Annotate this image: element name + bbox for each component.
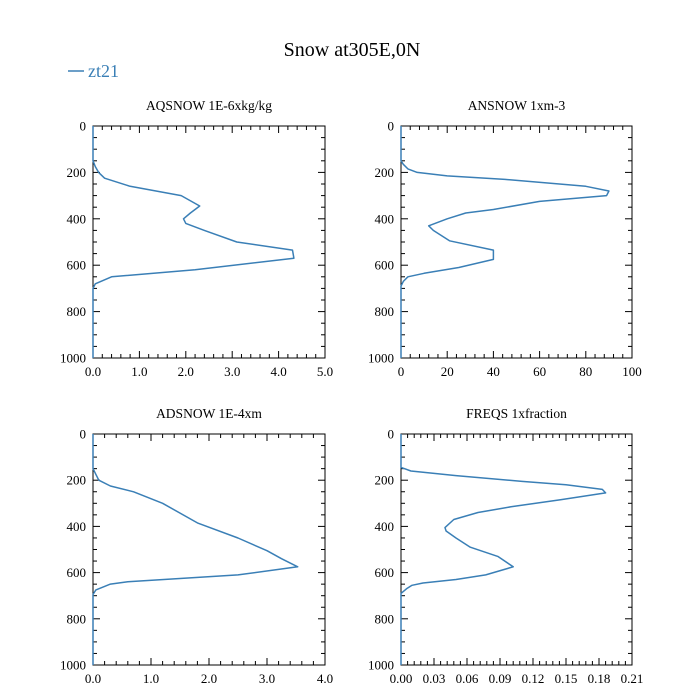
aqsnow-series-line <box>92 126 295 358</box>
freqs-panel-title: FREQS 1xfraction <box>466 406 567 421</box>
aqsnow-xtick-label: 2.0 <box>178 364 194 379</box>
ansnow-xtick-label: 100 <box>622 364 642 379</box>
panel-aqsnow: AQSNOW 1E-6xkg/kg 0.0 1.0 2.0 3.0 4.0 5.0 0 200 4… <box>60 98 333 379</box>
aqsnow-xtick-label: 0.0 <box>85 364 101 379</box>
freqs-ytick-label: 0 <box>388 427 395 442</box>
adsnow-plot-frame <box>92 433 326 666</box>
aqsnow-xtick-label: 4.0 <box>270 364 286 379</box>
adsnow-xtick-label: 3.0 <box>259 671 275 686</box>
ansnow-series-line <box>400 126 610 358</box>
panel-freqs: FREQS 1xfraction 0.00 0.03 0.06 0.09 0.12 0.15… <box>368 406 643 686</box>
aqsnow-plot-frame <box>92 125 326 359</box>
aqsnow-xtick-label: 3.0 <box>224 364 240 379</box>
ansnow-ytick-label: 0 <box>388 119 395 134</box>
ansnow-ytick-label: 200 <box>375 165 395 180</box>
freqs-ytick-label: 1000 <box>368 658 394 673</box>
aqsnow-panel-title: AQSNOW 1E-6xkg/kg <box>146 98 272 113</box>
aqsnow-ytick-label: 400 <box>67 211 87 226</box>
freqs-ytick-label: 200 <box>375 473 395 488</box>
adsnow-ytick-label: 400 <box>67 519 87 534</box>
adsnow-ytick-label: 800 <box>67 611 87 626</box>
aqsnow-ytick-label: 0 <box>80 119 87 134</box>
freqs-xtick-label: 0.21 <box>621 671 644 686</box>
freqs-plot-frame <box>400 433 633 666</box>
freqs-ytick-label: 400 <box>375 519 395 534</box>
adsnow-xtick-label: 4.0 <box>317 671 333 686</box>
aqsnow-ytick-label: 800 <box>67 304 87 319</box>
adsnow-ytick-label: 600 <box>67 565 87 580</box>
freqs-ytick-label: 600 <box>375 565 395 580</box>
panel-ansnow: ANSNOW 1xm-30 20 40 60 80 1000200400600800100… <box>368 98 642 379</box>
ansnow-ytick-label: 400 <box>375 211 395 226</box>
adsnow-ytick-label: 200 <box>67 473 87 488</box>
legend: zt21 <box>68 61 119 81</box>
chart-title: Snow at305E,0N <box>284 39 421 61</box>
ansnow-xtick-label: 40 <box>487 364 500 379</box>
freqs-ytick-label: 800 <box>375 611 395 626</box>
aqsnow-ytick-label: 200 <box>67 165 87 180</box>
adsnow-ytick-label: 0 <box>80 427 87 442</box>
aqsnow-ytick-label: 1000 <box>60 351 86 366</box>
freqs-xtick-label: 0.18 <box>588 671 611 686</box>
ansnow-ytick-label: 800 <box>375 304 395 319</box>
adsnow-ytick-label: 1000 <box>60 658 86 673</box>
ansnow-xtick-label: 60 <box>533 364 546 379</box>
freqs-xtick-label: 0.06 <box>456 671 479 686</box>
ansnow-panel-title: ANSNOW 1xm-3 <box>468 98 566 113</box>
adsnow-series-line <box>92 434 299 665</box>
ansnow-xtick-label: 80 <box>579 364 592 379</box>
aqsnow-ytick-label: 600 <box>67 258 87 273</box>
ansnow-ytick-label: 1000 <box>368 351 394 366</box>
adsnow-xtick-label: 1.0 <box>143 671 159 686</box>
adsnow-panel-title: ADSNOW 1E-4xm <box>156 406 262 421</box>
aqsnow-xtick-label: 5.0 <box>317 364 333 379</box>
freqs-xtick-label: 0.03 <box>423 671 446 686</box>
ansnow-plot-frame <box>400 125 633 359</box>
freqs-xtick-label: 0.15 <box>555 671 578 686</box>
freqs-series-line <box>400 434 607 665</box>
panel-adsnow: ADSNOW 1E-4xm 0.0 1.0 2.0 3.0 4.0 0 200 400 600 80… <box>60 406 333 686</box>
ansnow-xtick-label: 20 <box>441 364 454 379</box>
aqsnow-xtick-label: 1.0 <box>131 364 147 379</box>
adsnow-xtick-label: 2.0 <box>201 671 217 686</box>
ansnow-xtick-label: 0 <box>398 364 405 379</box>
freqs-xtick-label: 0.09 <box>489 671 512 686</box>
ansnow-ytick-label: 600 <box>375 258 395 273</box>
legend-label: zt21 <box>88 61 119 81</box>
freqs-xtick-label: 0.00 <box>390 671 413 686</box>
freqs-xtick-label: 0.12 <box>522 671 545 686</box>
adsnow-xtick-label: 0.0 <box>85 671 101 686</box>
